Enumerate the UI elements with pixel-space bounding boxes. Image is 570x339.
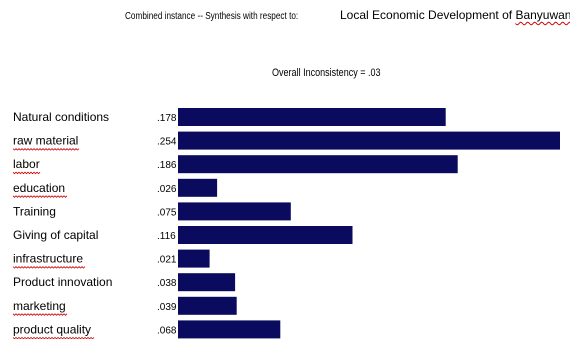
value-label: .026 bbox=[157, 184, 177, 195]
value-label: .178 bbox=[157, 113, 177, 124]
priority-bar bbox=[178, 131, 560, 150]
spellcheck-underline bbox=[12, 313, 68, 316]
value-label: .039 bbox=[157, 302, 177, 313]
value-label: .075 bbox=[157, 207, 177, 218]
goal-title: Local Economic Development of Banyuwangi bbox=[340, 8, 570, 22]
synthesis-header-prefix: Combined instance -- Synthesis with resp… bbox=[125, 11, 299, 22]
overall-inconsistency: Overall Inconsistency = .03 bbox=[272, 67, 381, 79]
spellcheck-underline bbox=[12, 171, 41, 175]
spellcheck-underline bbox=[12, 148, 80, 151]
priority-bar bbox=[178, 226, 353, 244]
spellcheck-underline bbox=[12, 266, 86, 269]
category-label: Natural conditions bbox=[13, 110, 109, 124]
value-label: .021 bbox=[157, 255, 177, 266]
category-label: raw material bbox=[13, 134, 78, 148]
category-label: education bbox=[13, 181, 65, 195]
priority-bar bbox=[178, 320, 281, 339]
goal-title-part2: Banyuwangi bbox=[515, 8, 570, 22]
value-label: .186 bbox=[157, 160, 177, 171]
category-label: marketing bbox=[13, 299, 66, 313]
priority-bar bbox=[178, 178, 218, 197]
category-label: labor bbox=[13, 157, 40, 171]
category-label: Giving of capital bbox=[13, 228, 98, 242]
priority-bar bbox=[178, 273, 236, 292]
priority-bar bbox=[178, 155, 458, 174]
priority-bar bbox=[178, 202, 291, 221]
priority-bar bbox=[178, 249, 210, 268]
value-label: .254 bbox=[157, 137, 177, 148]
value-label: .038 bbox=[157, 278, 177, 289]
category-label: Training bbox=[13, 204, 56, 218]
value-label: .116 bbox=[157, 231, 176, 242]
value-label: .068 bbox=[157, 325, 177, 336]
priority-bar bbox=[178, 296, 237, 315]
priority-bar bbox=[178, 108, 446, 126]
category-label: Product innovation bbox=[13, 275, 112, 289]
category-label: product quality bbox=[13, 322, 91, 336]
goal-title-part1: Local Economic Development of bbox=[340, 8, 516, 22]
category-label: infrastructure bbox=[13, 252, 83, 266]
spellcheck-underline bbox=[12, 195, 68, 198]
